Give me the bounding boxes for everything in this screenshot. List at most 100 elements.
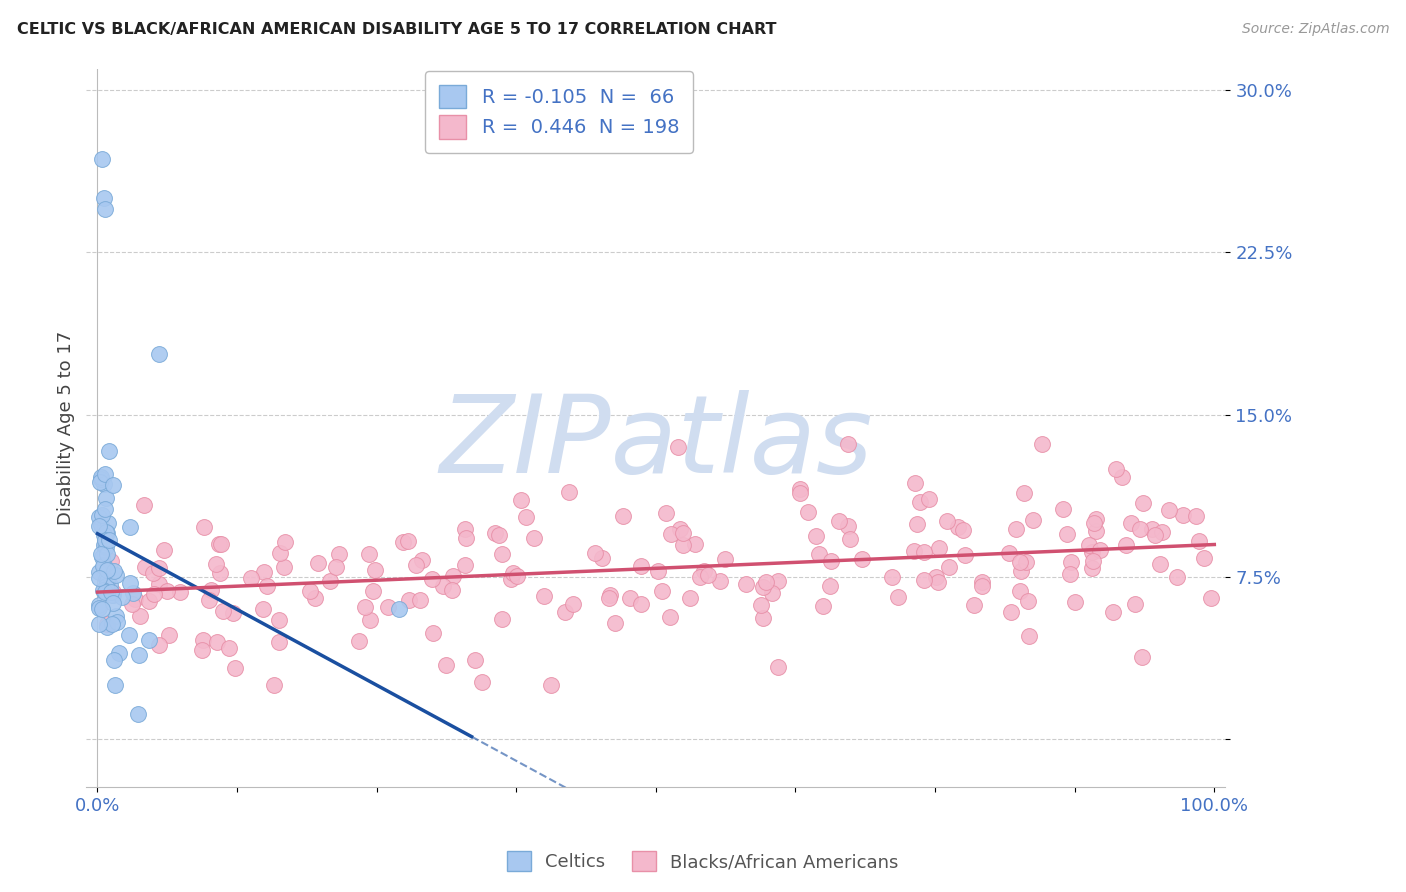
Point — [101, 617, 124, 632]
Legend: Celtics, Blacks/African Americans: Celtics, Blacks/African Americans — [501, 844, 905, 879]
Point — [659, 610, 682, 624]
Point — [205, 557, 228, 571]
Point — [515, 510, 537, 524]
Point — [905, 517, 928, 532]
Point — [1000, 605, 1022, 619]
Point — [93, 477, 115, 491]
Point — [1152, 524, 1174, 539]
Point — [540, 678, 562, 692]
Point — [148, 638, 170, 652]
Point — [205, 635, 228, 649]
Text: Source: ZipAtlas.com: Source: ZipAtlas.com — [1241, 22, 1389, 37]
Point — [912, 574, 935, 588]
Point — [1142, 522, 1164, 536]
Point — [441, 569, 464, 583]
Point — [121, 597, 143, 611]
Point — [1052, 501, 1074, 516]
Point — [1149, 557, 1171, 571]
Point — [89, 475, 111, 490]
Point — [904, 476, 927, 491]
Point — [1031, 436, 1053, 450]
Point — [304, 591, 326, 605]
Point — [1059, 555, 1081, 569]
Point — [1125, 598, 1147, 612]
Point — [101, 585, 124, 599]
Point — [388, 602, 411, 616]
Point — [488, 528, 510, 542]
Point — [89, 601, 111, 615]
Point — [561, 598, 583, 612]
Point — [90, 508, 112, 522]
Point — [274, 534, 297, 549]
Point — [1084, 512, 1107, 526]
Point — [94, 584, 117, 599]
Point — [118, 520, 141, 534]
Point — [696, 567, 718, 582]
Point — [1143, 528, 1166, 542]
Point — [101, 477, 124, 491]
Point — [90, 547, 112, 561]
Point — [91, 549, 114, 564]
Point — [952, 523, 974, 537]
Point — [1012, 486, 1035, 500]
Point — [193, 520, 215, 534]
Point — [156, 583, 179, 598]
Point — [1010, 564, 1032, 578]
Point — [96, 548, 118, 562]
Point — [1077, 538, 1099, 552]
Point — [405, 558, 427, 572]
Point — [955, 548, 977, 562]
Point — [93, 528, 115, 542]
Point — [328, 547, 350, 561]
Point — [191, 632, 214, 647]
Point — [134, 498, 156, 512]
Point — [307, 556, 329, 570]
Point — [1192, 551, 1215, 566]
Point — [1188, 533, 1211, 548]
Point — [104, 568, 127, 582]
Text: CELTIC VS BLACK/AFRICAN AMERICAN DISABILITY AGE 5 TO 17 CORRELATION CHART: CELTIC VS BLACK/AFRICAN AMERICAN DISABIL… — [17, 22, 776, 37]
Point — [129, 608, 152, 623]
Point — [501, 572, 523, 586]
Point — [87, 571, 110, 585]
Point — [409, 593, 432, 607]
Point — [124, 592, 146, 607]
Point — [138, 594, 160, 608]
Point — [598, 591, 620, 605]
Point — [94, 579, 117, 593]
Point — [96, 574, 118, 589]
Point — [761, 586, 783, 600]
Point — [432, 578, 454, 592]
Point — [349, 634, 371, 648]
Point — [103, 596, 125, 610]
Point — [1081, 561, 1104, 575]
Point — [471, 675, 494, 690]
Point — [212, 604, 235, 618]
Point — [464, 653, 486, 667]
Point — [558, 485, 581, 500]
Point — [105, 609, 128, 624]
Point — [917, 492, 939, 507]
Point — [630, 559, 652, 574]
Point — [502, 566, 524, 580]
Point — [298, 584, 321, 599]
Point — [749, 598, 772, 612]
Point — [456, 531, 478, 545]
Point — [325, 560, 347, 574]
Point — [90, 470, 112, 484]
Point — [1015, 555, 1038, 569]
Point — [630, 597, 652, 611]
Point — [1115, 538, 1137, 552]
Point — [1090, 543, 1112, 558]
Point — [820, 554, 842, 568]
Point — [87, 510, 110, 524]
Point — [1008, 555, 1031, 569]
Point — [837, 437, 859, 451]
Point — [491, 547, 513, 561]
Point — [554, 605, 576, 619]
Point — [766, 659, 789, 673]
Point — [938, 560, 960, 574]
Point — [903, 544, 925, 558]
Point — [1083, 516, 1105, 531]
Point — [820, 579, 842, 593]
